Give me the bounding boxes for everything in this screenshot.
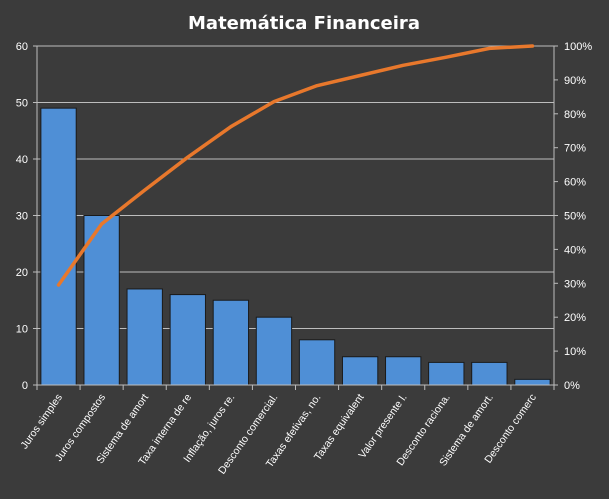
- bar: [212, 299, 250, 386]
- y-tick-label: 60: [16, 41, 28, 53]
- bar: [428, 361, 465, 386]
- y-tick-label: 40: [16, 154, 28, 166]
- y-tick-label: 10: [16, 324, 28, 336]
- y-tick-label: 50: [16, 98, 28, 110]
- bar: [126, 288, 163, 386]
- bar: [255, 316, 293, 386]
- chart-title: Matemática Financeira: [188, 13, 420, 34]
- y-axis-tick-labels: 0 10 20 30 40 50 60: [16, 41, 28, 392]
- y-tick-label: 0: [22, 380, 28, 392]
- bar: [169, 294, 206, 386]
- y2-tick-label: 80%: [564, 109, 586, 121]
- y2-tick-label: 50%: [564, 211, 586, 223]
- bar: [385, 356, 422, 386]
- bar: [514, 378, 551, 386]
- y2-tick-label: 60%: [564, 177, 586, 189]
- y2-tick-label: 30%: [564, 278, 586, 290]
- bar: [40, 107, 77, 386]
- bar: [298, 339, 336, 386]
- y2-tick-label: 10%: [564, 346, 586, 358]
- y-tick-label: 20: [16, 267, 28, 279]
- axes: [33, 45, 558, 390]
- bar: [83, 215, 120, 386]
- bar: [471, 361, 508, 386]
- y2-tick-label: 0%: [564, 380, 580, 392]
- cumulative-percent-line: [56, 44, 535, 287]
- y2-tick-label: 100%: [564, 41, 592, 53]
- y-tick-label: 30: [16, 211, 28, 223]
- bar: [341, 356, 379, 386]
- cumulative-line: [56, 44, 535, 287]
- y2-tick-label: 90%: [564, 75, 586, 87]
- y2-tick-label: 40%: [564, 244, 586, 256]
- y2-tick-label: 20%: [564, 312, 586, 324]
- y2-axis-tick-labels: 0% 10% 20% 30% 40% 50% 60% 70% 80% 90% 100%: [564, 41, 592, 392]
- y2-tick-label: 70%: [564, 143, 586, 155]
